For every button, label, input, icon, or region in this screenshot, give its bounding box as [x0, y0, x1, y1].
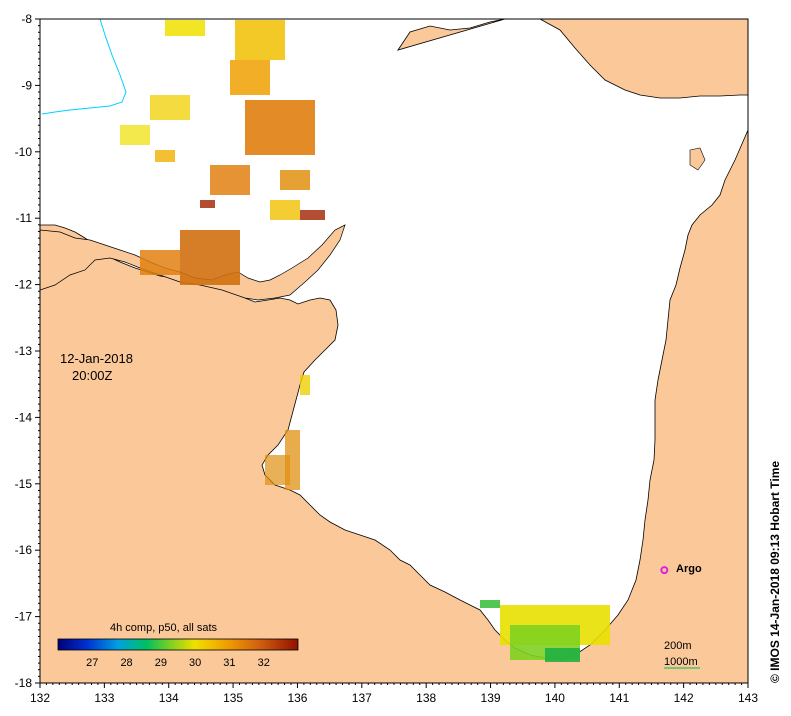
land-new-guinea	[397, 19, 748, 99]
contour-200m-label: 200m	[664, 640, 692, 652]
x-tick-label: 132	[30, 691, 50, 705]
argo-symbol-icon	[660, 566, 669, 575]
colorbar-tick-label: 27	[86, 657, 98, 669]
argo-label: Argo	[676, 563, 702, 575]
y-tick-label: -16	[15, 543, 33, 557]
colorbar-gradient	[57, 638, 299, 651]
y-tick-label: -9	[21, 78, 32, 92]
y-tick-label: -15	[15, 477, 33, 491]
y-tick-label: -18	[15, 676, 33, 690]
colorbar-title: 4h comp, p50, all sats	[110, 622, 218, 634]
x-tick-label: 136	[287, 691, 307, 705]
colorbar-tick-label: 31	[223, 657, 235, 669]
x-tick-label: 140	[545, 691, 565, 705]
x-tick-label: 134	[159, 691, 179, 705]
colorbar-ticks: 27 28 29 30 31 32	[86, 657, 270, 669]
x-tick-label: 133	[94, 691, 114, 705]
y-tick-label: -12	[15, 278, 33, 292]
time-label: 20:00Z	[72, 368, 113, 383]
colorbar-tick-label: 30	[189, 657, 201, 669]
x-tick-label: 142	[674, 691, 694, 705]
argo-marker: Argo	[660, 563, 702, 575]
x-tick-label: 138	[416, 691, 436, 705]
credit-label: © IMOS 14-Jan-2018 09:13 Hobart Time	[768, 461, 782, 683]
y-tick-label: -10	[15, 145, 33, 159]
date-label: 12-Jan-2018	[60, 351, 133, 366]
colorbar-tick-label: 28	[120, 657, 132, 669]
y-tick-label: -11	[16, 211, 33, 225]
x-tick-label: 137	[352, 691, 372, 705]
y-tick-label: -13	[15, 344, 33, 358]
colorbar-tick-label: 32	[258, 657, 270, 669]
x-tick-label: 139	[481, 691, 501, 705]
contour-200m-line	[41, 19, 127, 115]
land-island-ne	[689, 147, 706, 171]
x-tick-label: 143	[738, 691, 758, 705]
x-axis: 132 133 134 135 136 137 138 139 140 141 142 143	[30, 683, 758, 705]
x-tick-label: 135	[223, 691, 243, 705]
sst-patches	[120, 20, 610, 662]
y-tick-label: -14	[15, 410, 33, 424]
colorbar-tick-label: 29	[155, 657, 167, 669]
x-tick-label: 141	[609, 691, 629, 705]
colorbar: 4h comp, p50, all sats 27 28 29 30 31 32	[57, 622, 299, 669]
contour-legend: 200m 1000m	[664, 640, 700, 669]
y-tick-label: -8	[21, 12, 32, 26]
y-tick-label: -17	[15, 610, 33, 624]
contour-1000m-label: 1000m	[664, 656, 698, 668]
y-axis: -8 -9 -10 -11 -12 -13 -14 -15 -16 -17 -18	[15, 12, 40, 690]
